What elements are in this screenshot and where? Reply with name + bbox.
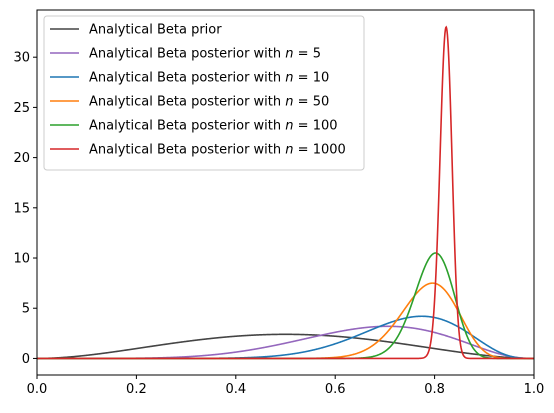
legend-equals-3: = [294,95,313,110]
legend-label-text-4: Analytical Beta posterior with [89,119,285,134]
legend-n-value-3: 50 [313,95,330,110]
y-tick-label-5: 25 [13,101,30,116]
legend-n-value-5: 1000 [313,143,346,158]
x-tick-label-4: 0.8 [424,382,445,397]
legend-box [43,15,365,171]
y-tick-label-1: 5 [22,302,30,317]
legend-n-symbol-3: n [285,95,293,110]
y-tick-label-2: 10 [13,252,30,267]
series-line-0 [37,333,534,360]
legend-n-symbol-2: n [285,71,293,86]
series-line-5 [37,25,534,360]
y-tick-label-6: 30 [13,51,30,66]
x-tick-label-2: 0.4 [225,382,246,397]
x-tick-label-3: 0.6 [325,382,346,397]
legend-label-text-0: Analytical Beta prior [89,23,222,38]
legend-label-text-1: Analytical Beta posterior with [89,47,285,62]
x-tick-label-0: 0.0 [27,382,48,397]
x-axis: 0.0 0.2 0.4 0.6 0.8 1.0 [27,375,545,397]
legend-label-text-3: Analytical Beta posterior with [89,95,285,110]
plot-frame [36,9,535,376]
legend-label-text-2: Analytical Beta posterior with [89,71,285,86]
legend-n-symbol-5: n [285,143,293,158]
legend-n-value-2: 10 [313,71,330,86]
legend-label-3: Analytical Beta posterior with n = 50 [89,95,329,110]
legend: Analytical Beta prior Analytical Beta pos… [43,15,365,171]
legend-equals-2: = [294,71,313,86]
legend-label-4: Analytical Beta posterior with n = 100 [89,119,338,134]
x-tick-label-5: 1.0 [524,382,545,397]
legend-equals-4: = [294,119,313,134]
y-axis: 0 5 10 15 20 25 30 [13,51,37,367]
legend-label-text-5: Analytical Beta posterior with [89,143,285,158]
y-tick-label-0: 0 [22,352,30,367]
legend-equals-5: = [294,143,313,158]
y-tick-label-3: 15 [13,201,30,216]
legend-equals-1: = [294,47,313,62]
legend-label-1: Analytical Beta posterior with n = 5 [89,47,321,62]
legend-n-symbol-4: n [285,119,293,134]
legend-n-symbol-1: n [285,47,293,62]
legend-n-value-1: 5 [313,47,321,62]
legend-label-0: Analytical Beta prior [89,23,222,38]
series-lines [37,25,534,360]
x-tick-label-1: 0.2 [126,382,147,397]
legend-label-5: Analytical Beta posterior with n = 1000 [89,143,346,158]
legend-n-value-4: 100 [313,119,338,134]
legend-label-2: Analytical Beta posterior with n = 10 [89,71,329,86]
y-tick-label-4: 20 [13,151,30,166]
